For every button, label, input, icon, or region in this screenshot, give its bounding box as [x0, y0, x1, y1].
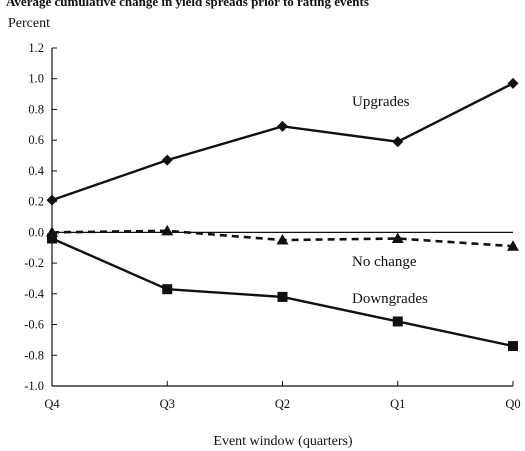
y-axis-unit-label: Percent: [8, 16, 50, 31]
upgrades-series-label: Upgrades: [352, 94, 410, 110]
x-tick-label: Q4: [44, 397, 60, 411]
downgrades-point: [508, 341, 518, 352]
upgrades-point: [46, 194, 58, 206]
y-tick-label: 0.0: [28, 225, 44, 239]
no-change-point: [276, 234, 289, 245]
x-axis-ticks: Q4 Q3 Q2 Q1 Q0: [44, 381, 521, 411]
axes: [51, 48, 513, 387]
x-tick-label: Q2: [275, 397, 290, 411]
downgrades-series-label: Downgrades: [352, 291, 428, 307]
downgrades-point: [392, 316, 403, 327]
y-tick-label: -1.0: [24, 379, 44, 393]
y-tick-label: -0.6: [24, 318, 44, 332]
no-change-point: [161, 224, 174, 236]
no-change-point: [507, 240, 519, 251]
series-labels: Upgrades No change Downgrades: [352, 94, 428, 307]
y-tick-label: 1.2: [28, 41, 44, 55]
upgrades-point: [277, 120, 288, 132]
x-axis-title: Event window (quarters): [213, 434, 353, 449]
y-tick-label: -0.2: [24, 256, 44, 270]
upgrades-point: [392, 136, 404, 148]
x-tick-label: Q1: [390, 397, 405, 411]
downgrades-point: [162, 284, 173, 295]
y-tick-label: 0.6: [28, 133, 44, 147]
upgrades-point: [161, 154, 173, 166]
no-change-series-label: No change: [352, 254, 417, 270]
upgrades-point: [507, 77, 519, 89]
no-change-point: [391, 232, 404, 244]
y-tick-label: -0.4: [24, 287, 45, 301]
x-tick-label: Q0: [505, 397, 520, 411]
upgrades-series-line: [51, 82, 514, 202]
downgrades-point: [277, 291, 288, 302]
y-axis-ticks: 1.2 1.0 0.8 0.6 0.4 0.2 0.0 -0.2 -0.4 -0.6 -0.8 -1.…: [24, 41, 57, 393]
y-tick-label: 0.8: [28, 102, 44, 116]
y-tick-label: 0.4: [28, 164, 44, 178]
y-tick-label: 0.2: [28, 195, 44, 209]
x-tick-label: Q3: [160, 397, 175, 411]
y-tick-label: -0.8: [24, 348, 44, 362]
chart-title: Average cumulative change in yield sprea…: [6, 0, 369, 9]
downgrades-point: [47, 233, 57, 244]
series-group: [46, 77, 519, 352]
y-tick-label: 1.0: [28, 72, 44, 86]
